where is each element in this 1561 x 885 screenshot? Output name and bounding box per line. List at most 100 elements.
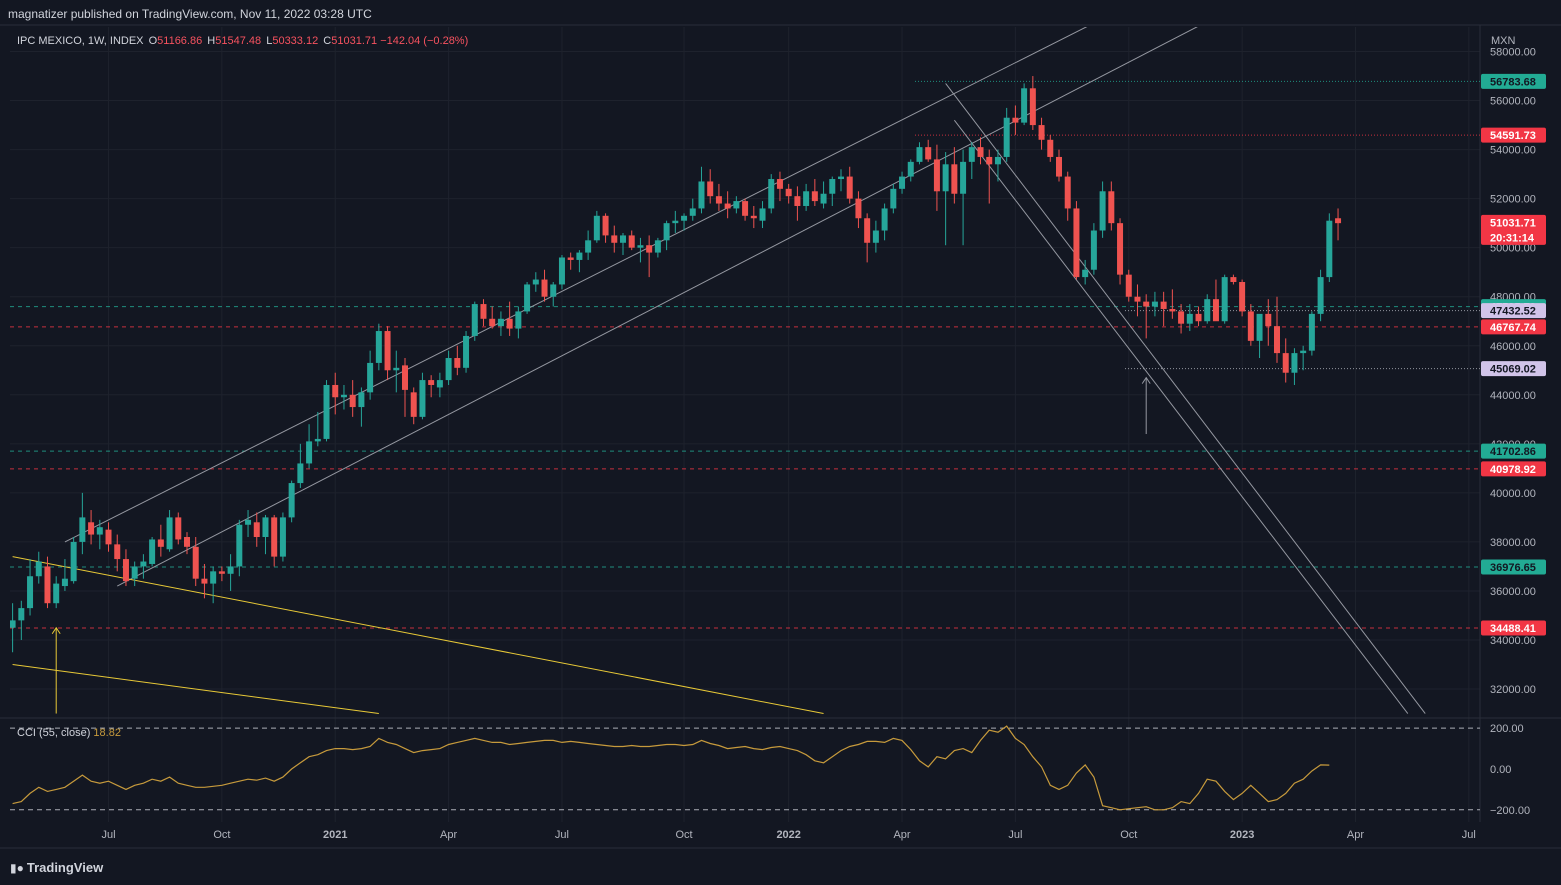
candle-body [768,179,775,209]
y-tick-label: 52000.00 [1490,194,1536,206]
candle-body [497,318,504,327]
legend-open-value: 51166.86 [157,35,203,47]
candle-body [986,156,993,165]
candle-body [785,188,792,197]
candle-body [742,201,749,216]
candle-body [297,463,304,484]
symbol-legend: IPC MEXICO, 1W, INDEX O51166.86 H51547.4… [17,35,468,47]
candle-body [210,571,217,584]
x-tick-label: Jul [1462,829,1476,841]
candle-body [253,522,260,538]
price-tag [1481,443,1546,459]
candle-body [855,198,862,219]
cci-legend[interactable]: CCI (55, close) 18.82 [17,727,121,739]
legend-high-label: H [207,35,216,47]
candle-body [1125,274,1132,297]
candle-body [10,620,16,628]
candle-body [558,257,565,285]
candle-body [506,318,513,329]
candle-body [402,365,408,390]
y-tick-label: 38000.00 [1490,537,1536,549]
candle-body [1274,326,1280,354]
cci-legend-value: 18.82 [93,727,121,739]
candle-body [654,240,661,253]
tradingview-logo-icon: ▮● [10,861,24,875]
candle-body [175,517,182,540]
candle-body [1134,296,1141,302]
candle-body [899,176,906,189]
price-tag [1481,319,1546,335]
candle-body [864,218,871,243]
candle-body [524,284,531,312]
legend-symbol: IPC MEXICO, 1W, INDEX [17,35,144,47]
legend-close-label: C [323,35,332,47]
trendline-downtrend-1 [945,83,1426,714]
candle-body [271,517,278,557]
legend-close-value: 51031.71 [331,35,378,47]
candle-body [306,441,313,464]
price-tag [1481,461,1546,477]
candle-body [872,230,879,243]
cci-tick-label: 0.00 [1490,764,1511,776]
price-tag [1481,620,1546,636]
candle-body [1143,301,1150,307]
candle-body [149,539,156,564]
candle-body [201,578,208,584]
candle-body [1160,301,1167,309]
trendline-yellow-lower [12,664,379,715]
x-tick-label: Oct [1120,829,1137,841]
price-tag-text: 41702.86 [1490,446,1536,458]
candle-body [314,438,321,442]
y-tick-label: 56000.00 [1490,96,1536,108]
candle-body [759,208,766,221]
candle-body [637,245,644,248]
candle-body [663,223,670,241]
legend-change: −142.04 (−0.28%) [380,35,469,47]
candle-body [1282,353,1289,373]
y-tick-label: 44000.00 [1490,390,1536,402]
y-tick-label: 32000.00 [1490,684,1536,696]
price-tag-text: 34488.41 [1490,623,1536,635]
candle-body [646,245,653,253]
currency-label[interactable]: MXN [1491,35,1516,47]
candle-body [1064,176,1071,209]
tradingview-logo[interactable]: ▮● TradingView [10,860,103,875]
candle-body [1151,301,1158,307]
candle-body [367,362,374,393]
candle-body [1090,230,1097,270]
candle-body [550,284,557,297]
y-tick-label: 34000.00 [1490,635,1536,647]
candle-body [393,367,400,371]
x-tick-label: Oct [675,829,692,841]
candle-body [916,147,923,162]
candle-body [1239,282,1246,312]
x-tick-label: Apr [893,829,910,841]
candle-body [454,358,461,368]
price-tag-text: 45069.02 [1490,364,1536,376]
candle-body [620,235,626,243]
candle-body [463,335,470,368]
x-tick-label: 2022 [776,829,800,841]
candle-body [977,147,984,157]
candle-body [1073,208,1080,278]
candle-body [349,394,356,408]
candle-body [951,164,958,194]
candle-body [803,191,810,206]
candle-body [585,240,592,253]
candle-body [1195,313,1202,322]
cci-line [12,725,1330,811]
price-tag-text: 47432.52 [1490,306,1536,318]
candle-body [428,380,435,385]
y-tick-label: 40000.00 [1490,488,1536,500]
price-tag [1481,303,1546,319]
candle-body [1204,299,1211,322]
cci-tick-label: −200.00 [1490,805,1530,817]
candle-body [288,483,295,518]
candle-body [846,176,853,199]
price-tag-text: 54591.73 [1490,130,1536,142]
candle-body [811,191,818,202]
y-tick-label: 50000.00 [1490,243,1536,255]
candle-body [79,517,86,542]
candle-body [489,318,496,327]
